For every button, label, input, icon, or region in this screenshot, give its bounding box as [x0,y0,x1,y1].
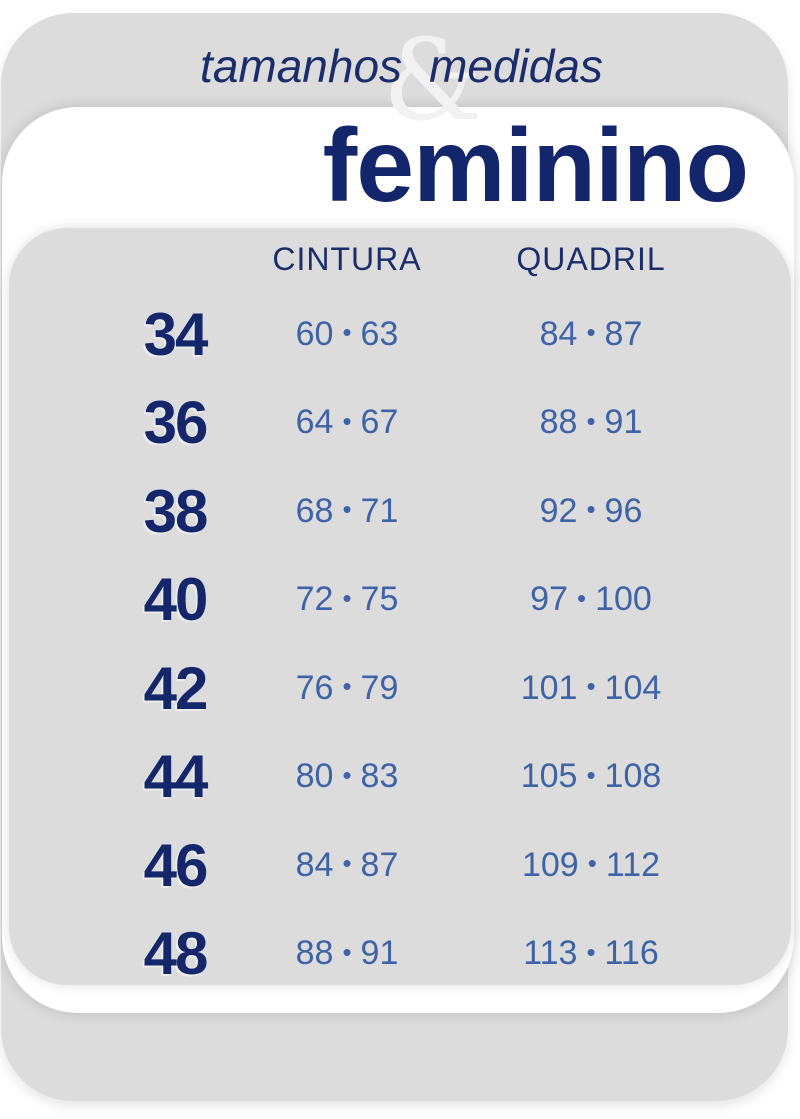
cintura-value: 84 • 87 [265,821,429,910]
size-table-card: CINTURA QUADRIL 34 60 • 63 84 • 87 36 64 • 67 … [9,228,791,987]
value-min: 101 [520,668,578,707]
bullet-separator: • [586,317,596,348]
quadril-value: 105 • 108 [429,733,753,822]
cintura-value: 88 • 91 [265,910,429,999]
value-min: 72 [295,580,334,619]
size-label: 38 [143,477,209,545]
value-max: 100 [595,580,652,619]
bullet-separator: • [576,582,587,613]
value-min: 113 [523,934,578,973]
size-label: 40 [143,566,209,634]
ampersand-watermark: & [382,16,483,146]
size-label: 44 [143,743,209,811]
quadril-value: 113 • 116 [429,910,753,999]
bullet-separator: • [342,936,352,967]
cintura-value: 76 • 79 [265,644,429,733]
value-min: 88 [539,403,578,442]
quadril-value: 97 • 100 [429,556,753,645]
bullet-separator: • [342,759,352,790]
value-min: 60 [295,314,334,353]
value-max: 67 [360,403,399,442]
value-max: 79 [360,668,399,707]
value-max: 87 [604,314,643,353]
quadril-value: 92 • 96 [429,467,753,556]
bullet-separator: • [342,848,352,879]
cintura-value: 80 • 83 [265,733,429,822]
quadril-value: 101 • 104 [429,644,753,733]
bullet-separator: • [342,317,352,348]
size-table: CINTURA QUADRIL 34 60 • 63 84 • 87 36 64 • 67 … [9,228,791,998]
value-min: 92 [539,491,578,530]
cintura-value: 60 • 63 [265,290,429,379]
size-label: 46 [143,831,209,899]
value-max: 116 [604,934,659,973]
value-min: 76 [295,668,334,707]
bullet-separator: • [342,405,352,436]
value-max: 96 [604,491,643,530]
bullet-separator: • [342,494,352,525]
bullet-separator: • [586,405,596,436]
value-max: 104 [604,668,662,707]
value-max: 91 [604,403,643,442]
cintura-value: 72 • 75 [265,556,429,645]
value-min: 84 [295,845,334,884]
value-max: 91 [360,934,399,973]
value-max: 71 [360,491,399,530]
column-header-cintura: CINTURA [272,240,422,277]
cintura-value: 68 • 71 [265,467,429,556]
value-min: 109 [521,845,579,884]
quadril-value: 84 • 87 [429,290,753,379]
size-label: 42 [143,654,209,722]
gender-title: feminino [322,108,749,224]
title-word-medidas: medidas [429,40,603,92]
value-min: 88 [295,934,334,973]
bullet-separator: • [586,936,596,967]
page-title: & tamanhos medidas [1,25,788,137]
quadril-value: 109 • 112 [429,821,753,910]
value-max: 83 [360,757,399,796]
bullet-separator: • [342,671,352,702]
bullet-separator: • [342,582,352,613]
size-label: 34 [143,300,209,368]
bullet-separator: • [586,671,596,702]
value-min: 97 [530,580,568,619]
value-min: 64 [295,403,334,442]
value-max: 108 [604,757,662,796]
value-min: 68 [295,491,334,530]
bullet-separator: • [586,494,596,525]
cintura-value: 64 • 67 [265,379,429,468]
size-label: 36 [143,389,209,457]
title-word-tamanhos: tamanhos [200,40,403,92]
column-header-quadril: QUADRIL [516,240,666,277]
value-max: 75 [360,580,399,619]
size-label: 48 [143,920,209,988]
value-min: 80 [295,757,334,796]
value-min: 105 [520,757,578,796]
value-max: 87 [360,845,399,884]
quadril-value: 88 • 91 [429,379,753,468]
bullet-separator: • [586,759,596,790]
value-max: 63 [360,314,399,353]
bullet-separator: • [587,848,597,879]
value-max: 112 [605,845,661,884]
value-min: 84 [539,314,578,353]
corner-spacer [85,228,265,290]
